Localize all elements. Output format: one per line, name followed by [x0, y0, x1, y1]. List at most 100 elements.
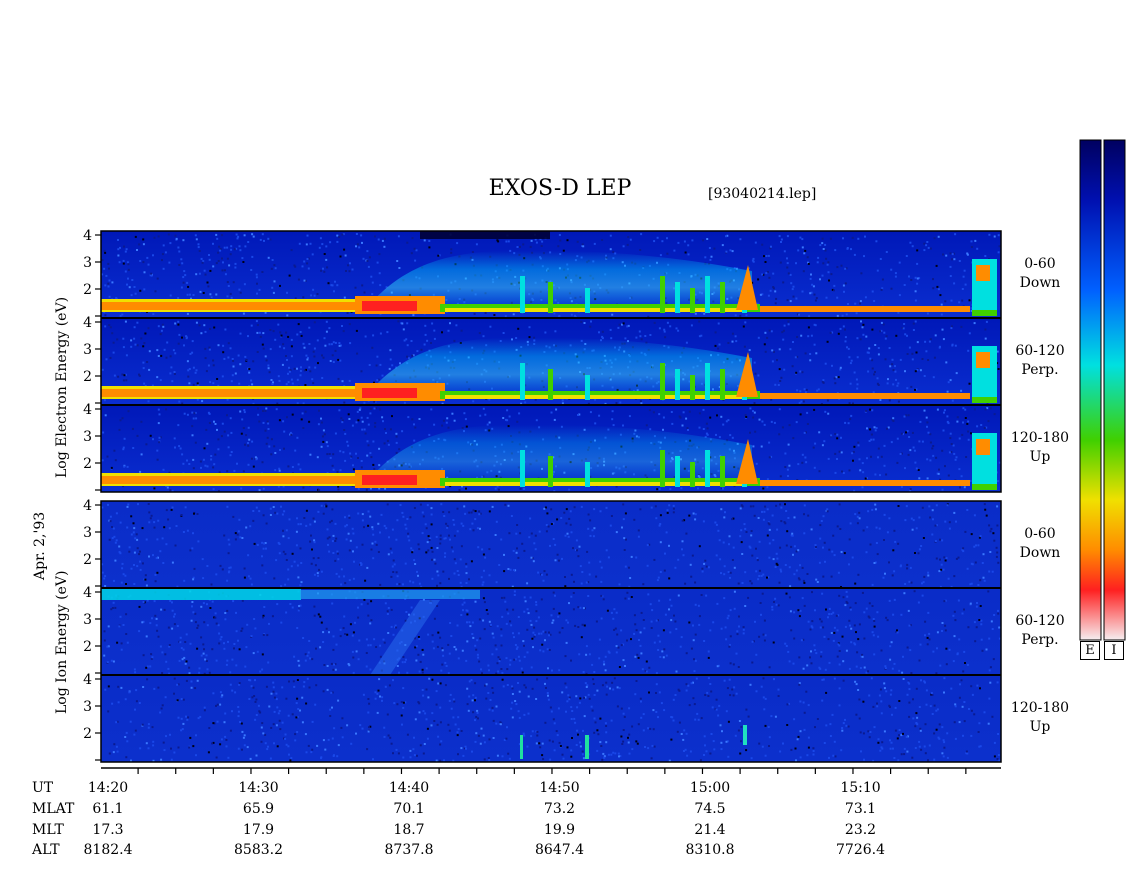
ion-beam-tail [300, 590, 480, 599]
row-value: 14:30 [238, 780, 279, 796]
right-burst-base [972, 484, 997, 490]
inverted-v-spike [520, 363, 525, 400]
y-tick-label: 2 [83, 639, 92, 655]
row-value: 8737.8 [384, 842, 434, 858]
y-tick-label: 3 [83, 429, 92, 445]
y-tick-label: 4 [83, 585, 92, 601]
inverted-v-spike [585, 288, 590, 313]
row-value: 73.1 [844, 801, 877, 817]
panel-noise [101, 503, 1000, 588]
panel-direction-label: Up [1029, 449, 1051, 465]
row-name-alt: ALT [32, 842, 60, 858]
inverted-v-spike [520, 276, 525, 313]
date-label: Apr. 2,'93 [32, 511, 48, 580]
inverted-v-spike [690, 375, 695, 400]
row-value: 19.9 [543, 822, 576, 838]
panel-angle-label: 120-180 [1010, 700, 1070, 716]
y-tick-label: 3 [83, 612, 92, 628]
electron-flux-cloud [370, 424, 752, 486]
low-energy-band-core [101, 476, 371, 484]
y-tick-label: 4 [83, 228, 92, 244]
right-burst-base [972, 397, 997, 403]
right-band [760, 480, 970, 486]
y-tick-label: 3 [83, 255, 92, 271]
inverted-v-spike [548, 282, 553, 313]
row-value: 73.2 [543, 801, 576, 817]
saturation-band [420, 231, 550, 239]
inverted-v-spike [675, 282, 680, 313]
y-tick-label: 3 [83, 342, 92, 358]
inverted-v-spike [585, 462, 590, 487]
ion-streak [370, 600, 440, 675]
panel-angle-label: 60-120 [1015, 343, 1065, 359]
right-burst-core [976, 265, 990, 281]
y-tick-label: 4 [83, 498, 92, 514]
inverted-v-spike [720, 369, 725, 400]
row-name-ut: UT [32, 780, 54, 796]
ion-axis-label: Log Ion Energy (eV) [54, 570, 70, 714]
right-band [760, 393, 970, 399]
inverted-v-spike [705, 363, 710, 400]
row-value: 8647.4 [535, 842, 584, 858]
panel-noise [104, 677, 1001, 762]
right-burst-core [976, 439, 990, 455]
inverted-v-spike [720, 282, 725, 313]
row-value: 23.2 [844, 822, 877, 838]
panel-angle-label: 120-180 [1010, 430, 1070, 446]
row-value: 21.4 [694, 822, 726, 838]
inverted-v-spike [585, 375, 590, 400]
inverted-v-spike [660, 450, 665, 487]
row-value: 8310.8 [685, 842, 735, 858]
inverted-v-spike [520, 450, 525, 487]
row-value: 15:00 [689, 780, 731, 796]
panel-angle-label: 60-120 [1015, 613, 1065, 629]
colorbar-ion [1103, 139, 1126, 641]
inverted-v-spike [690, 288, 695, 313]
chart-title: EXOS-D LEP [488, 176, 632, 201]
row-value: 15:10 [840, 780, 881, 796]
row-value: 17.3 [92, 822, 124, 838]
row-value: 14:40 [388, 780, 430, 796]
inverted-v-spike [675, 369, 680, 400]
row-name-mlt: MLT [32, 822, 64, 838]
mid-band-core [445, 308, 745, 312]
y-tick-label: 2 [83, 456, 92, 472]
inverted-v-spike [690, 462, 695, 487]
electron-frame [100, 230, 1002, 493]
y-tick-label: 4 [83, 315, 92, 331]
panel-label-2: 60-120 Perp. [1005, 342, 1075, 380]
ion-frame [100, 500, 1002, 763]
panel-direction-label: Up [1029, 719, 1051, 735]
y-tick-label: 2 [83, 552, 92, 568]
panel-label-6: 120-180 Up [1005, 699, 1075, 737]
panel-label-5: 60-120 Perp. [1005, 612, 1075, 650]
panel-direction-label: Down [1019, 275, 1061, 291]
row-value: 70.1 [393, 801, 425, 817]
file-label: [93040214.lep] [708, 186, 817, 202]
ion-beam [101, 588, 301, 600]
electron-flux-cloud [370, 337, 752, 399]
row-value: 65.9 [242, 801, 275, 817]
inverted-v-spike [705, 450, 710, 487]
row-value: 7726.4 [836, 842, 885, 858]
panel-angle-label: 0-60 [1024, 526, 1056, 542]
row-value: 61.1 [92, 801, 124, 817]
heating-band-core [362, 301, 417, 311]
panel-label-4: 0-60 Down [1005, 525, 1075, 563]
row-value: 8583.2 [234, 842, 283, 858]
heating-band-core [362, 475, 417, 485]
colorbar-electron [1079, 139, 1102, 641]
inverted-v-spike [720, 456, 725, 487]
row-value: 17.9 [242, 822, 275, 838]
row-value: 14:50 [539, 780, 580, 796]
electron-axis-label: Log Electron Energy (eV) [54, 296, 70, 478]
y-tick-label: 4 [83, 672, 92, 688]
inverted-v-spike [705, 276, 710, 313]
inverted-v-spike [660, 276, 665, 313]
ion-spike [743, 725, 747, 745]
spectrogram-panel [101, 588, 1001, 675]
ion-spike [520, 735, 523, 759]
panel-label-1: 0-60 Down [1005, 255, 1075, 293]
colorbar-ion-label: I [1104, 641, 1124, 660]
